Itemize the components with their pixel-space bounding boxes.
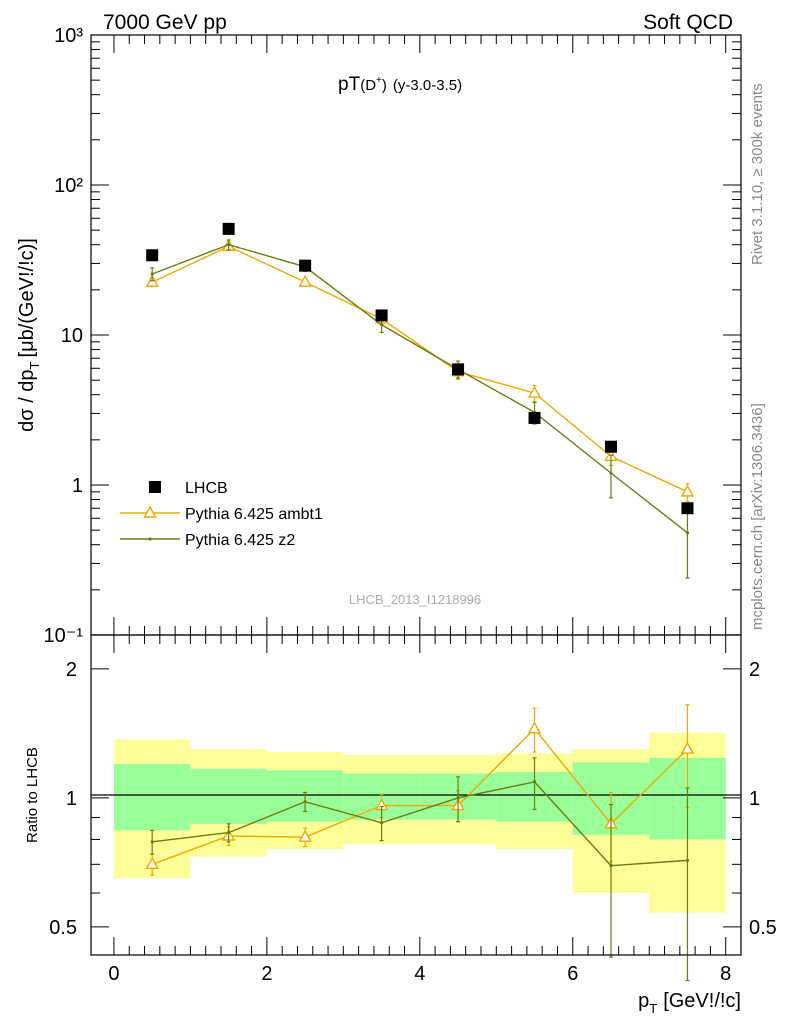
z2-point xyxy=(379,323,384,327)
ratio-ambt1-point xyxy=(145,856,159,870)
main-y-tick-label: 10 xyxy=(61,325,83,347)
mcplots-citation-label: mcplots.cern.ch [arXiv:1306.3436] xyxy=(749,403,766,630)
ambt1-line xyxy=(151,245,688,493)
ratio-frame xyxy=(90,634,742,956)
ratio-y-axis-label: Ratio to LHCB xyxy=(24,747,41,843)
lhcb-point xyxy=(605,440,617,453)
x-tick-label: 0 xyxy=(108,963,119,985)
ratio-y-tick-label-left: 0.5 xyxy=(49,917,77,939)
ratio-z2-point xyxy=(685,858,690,862)
rivet-version-label: Rivet 3.1.10, ≥ 300k events xyxy=(749,83,766,265)
main-title-main: pT xyxy=(338,74,361,95)
main-panel: 10⁻¹ 1 10 10² 10³ pT(D+) (y-3.0-3.5) LHCB_201… xyxy=(16,25,742,647)
ratio-y-tick-label-right: 2 xyxy=(749,659,760,681)
ratio-z2-point xyxy=(227,831,231,835)
ratio-ambt1-line xyxy=(151,727,688,865)
lhcb-point xyxy=(452,363,465,376)
main-y-tick-label: 10³ xyxy=(54,25,83,47)
ratio-z2-point xyxy=(150,840,154,844)
main-y-tick-label: 1 xyxy=(72,475,83,497)
z2-point xyxy=(150,272,154,276)
main-y-label-main: dσ / dp xyxy=(16,369,38,431)
lhcb-point xyxy=(222,222,235,235)
z2-point xyxy=(227,243,231,247)
main-title-paren-close: ) xyxy=(382,77,387,94)
legend-marker xyxy=(149,481,161,493)
x-tick-label: 8 xyxy=(720,963,731,985)
ratio-y-tick-label-right: 1 xyxy=(749,788,760,810)
lhcb-point xyxy=(299,259,312,272)
main-title-suffix: (y-3.0-3.5) xyxy=(393,77,462,94)
ratio-inner-band xyxy=(190,768,267,824)
legend-marker xyxy=(148,537,152,541)
legend-label: LHCB xyxy=(185,480,228,497)
main-title: pT(D+) (y-3.0-3.5) xyxy=(338,74,462,95)
z2-line xyxy=(151,243,688,534)
x-tick-label: 4 xyxy=(414,963,425,985)
z2-point xyxy=(609,471,613,475)
ratio-y-tick-label-left: 1 xyxy=(66,788,77,810)
main-y-label-sub: T xyxy=(27,361,42,369)
ratio-panel: 0 2 4 6 8 0.5 0.5 1 1 2 2 Ratio to LHCB pT [GeV!/!c… xyxy=(24,634,777,1016)
header-energy-label: 7000 GeV pp xyxy=(103,11,227,34)
analysis-watermark: LHCB_2013_I1218996 xyxy=(349,592,481,607)
legend: LHCB Pythia 6.425 ambt1 Pythia 6.425 z2 xyxy=(120,480,323,549)
ratio-y-tick-label-right: 0.5 xyxy=(749,917,777,939)
main-y-tick-label: 10⁻¹ xyxy=(44,625,84,647)
main-y-axis-label: dσ / dpT [μb/(GeV!/!c)] xyxy=(16,238,42,432)
ratio-ambt1-point xyxy=(527,721,542,734)
x-tick-label: 6 xyxy=(567,963,578,985)
ratio-z2-point xyxy=(532,780,537,784)
ratio-inner-band xyxy=(113,763,191,831)
ratio-z2-point xyxy=(609,864,613,868)
x-label-sub: T xyxy=(649,1001,657,1016)
lhcb-point xyxy=(528,411,541,424)
ratio-ambt1-point xyxy=(298,829,312,842)
ratio-y-tick-label-left: 2 xyxy=(66,659,77,681)
ratio-z2-point xyxy=(379,821,384,825)
main-y-label-suffix: [μb/(GeV!/!c)] xyxy=(16,238,38,357)
ratio-z2-point xyxy=(303,800,307,804)
lhcb-point xyxy=(375,309,388,322)
main-y-tick-label: 10² xyxy=(54,175,83,197)
main-title-sub: D xyxy=(365,77,376,94)
ambt1-point xyxy=(298,274,312,287)
ratio-ambt1-point xyxy=(680,741,695,754)
ambt1-point xyxy=(527,385,542,398)
legend-marker xyxy=(143,505,157,518)
x-tick-label: 2 xyxy=(261,963,272,985)
legend-label: Pythia 6.425 ambt1 xyxy=(185,506,323,523)
legend-label: Pythia 6.425 z2 xyxy=(185,532,295,549)
z2-point xyxy=(685,531,690,535)
main-title-paren-open: ( xyxy=(360,77,365,94)
x-label-main: p xyxy=(638,990,649,1012)
lhcb-point xyxy=(146,249,159,262)
ratio-z2-point xyxy=(456,796,460,800)
x-label-suffix: [GeV!/!c] xyxy=(663,990,741,1012)
ratio-x-axis-label: pT [GeV!/!c] xyxy=(638,990,741,1016)
main-title-sup: + xyxy=(376,75,382,86)
lhcb-point xyxy=(681,502,694,515)
ratio-z2-line xyxy=(152,781,688,867)
ambt1-point xyxy=(680,484,695,497)
header-process-label: Soft QCD xyxy=(643,11,733,34)
